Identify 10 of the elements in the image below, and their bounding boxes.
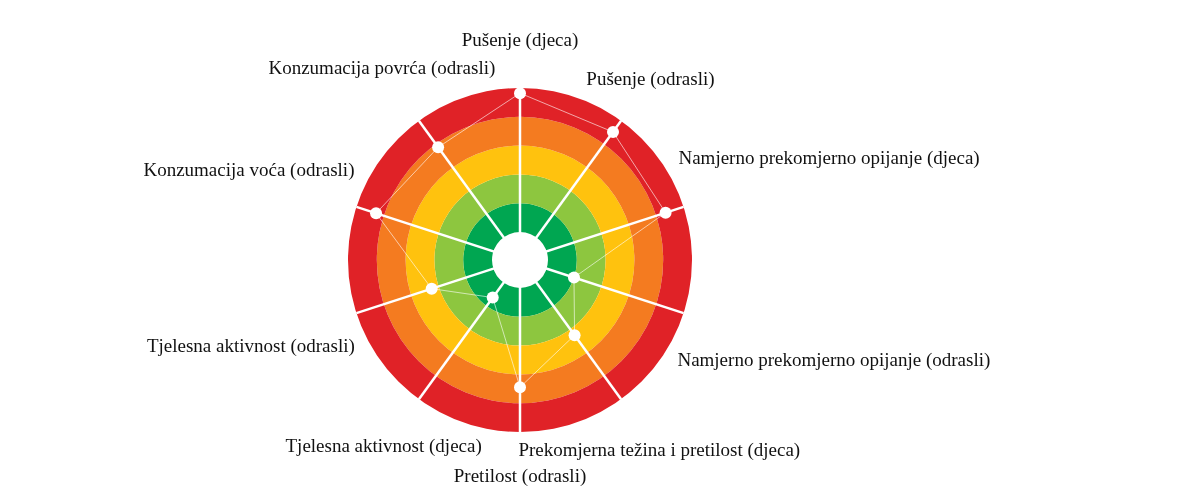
spoke-label: Konzumacija voća (odrasli): [143, 159, 355, 182]
spoke-label: Namjerno prekomjerno opijanje (odrasli): [677, 349, 991, 372]
spoke-label: Namjerno prekomjerno opijanje (djeca): [678, 146, 980, 169]
spoke-label: Prekomjerna težina i pretilost (djeca): [518, 439, 801, 462]
spoke-label: Pušenje (odrasli): [586, 67, 715, 90]
spoke-label: Tjelesna aktivnost (odrasli): [146, 334, 355, 357]
spoke-label: Pretilost (odrasli): [453, 465, 587, 488]
spoke-label: Konzumacija povrća (odrasli): [268, 57, 496, 80]
spoke-label: Pušenje (djeca): [461, 29, 579, 52]
spoke-label: Tjelesna aktivnost (djeca): [285, 435, 482, 458]
